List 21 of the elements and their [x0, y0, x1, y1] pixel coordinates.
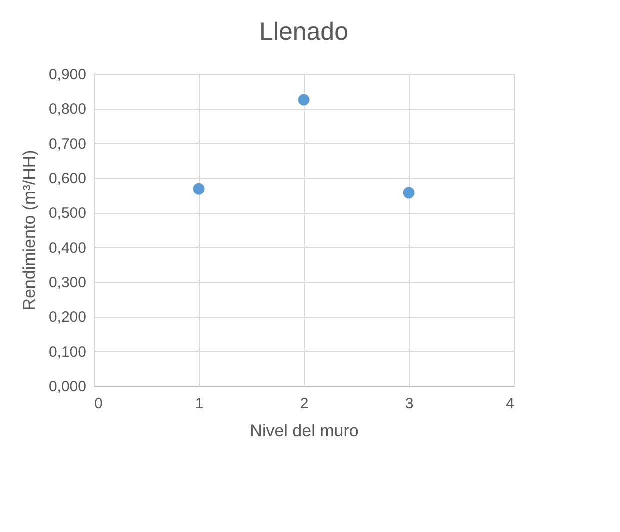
x-tick-label: 2	[300, 396, 309, 412]
y-tick-label: 0,100	[48, 344, 86, 361]
y-axis-title: Rendimiento (m³/HH)	[20, 150, 39, 311]
x-tick-label: 3	[405, 396, 414, 412]
point	[193, 183, 205, 195]
y-tick-label: 0,500	[48, 205, 86, 222]
y-tick-label: 0,200	[48, 309, 86, 326]
y-tick-label: 0,400	[48, 240, 86, 257]
y-tick-label: 0,300	[48, 274, 86, 292]
x-tick-label: 0	[94, 396, 103, 412]
chart-title: Llenado	[260, 18, 348, 46]
y-tick-label: 0,800	[48, 101, 86, 118]
y-tick-label: 0,000	[48, 378, 86, 396]
x-tick-label: 4	[506, 396, 514, 412]
y-tick-label: 0,600	[48, 170, 86, 188]
x-tick-label: 1	[195, 396, 204, 412]
point	[298, 94, 310, 106]
y-tick-label: 0,900	[48, 66, 86, 84]
point	[403, 187, 415, 199]
y-tick-label: 0,700	[48, 136, 86, 153]
x-axis-title: Nivel del muro	[250, 422, 359, 440]
